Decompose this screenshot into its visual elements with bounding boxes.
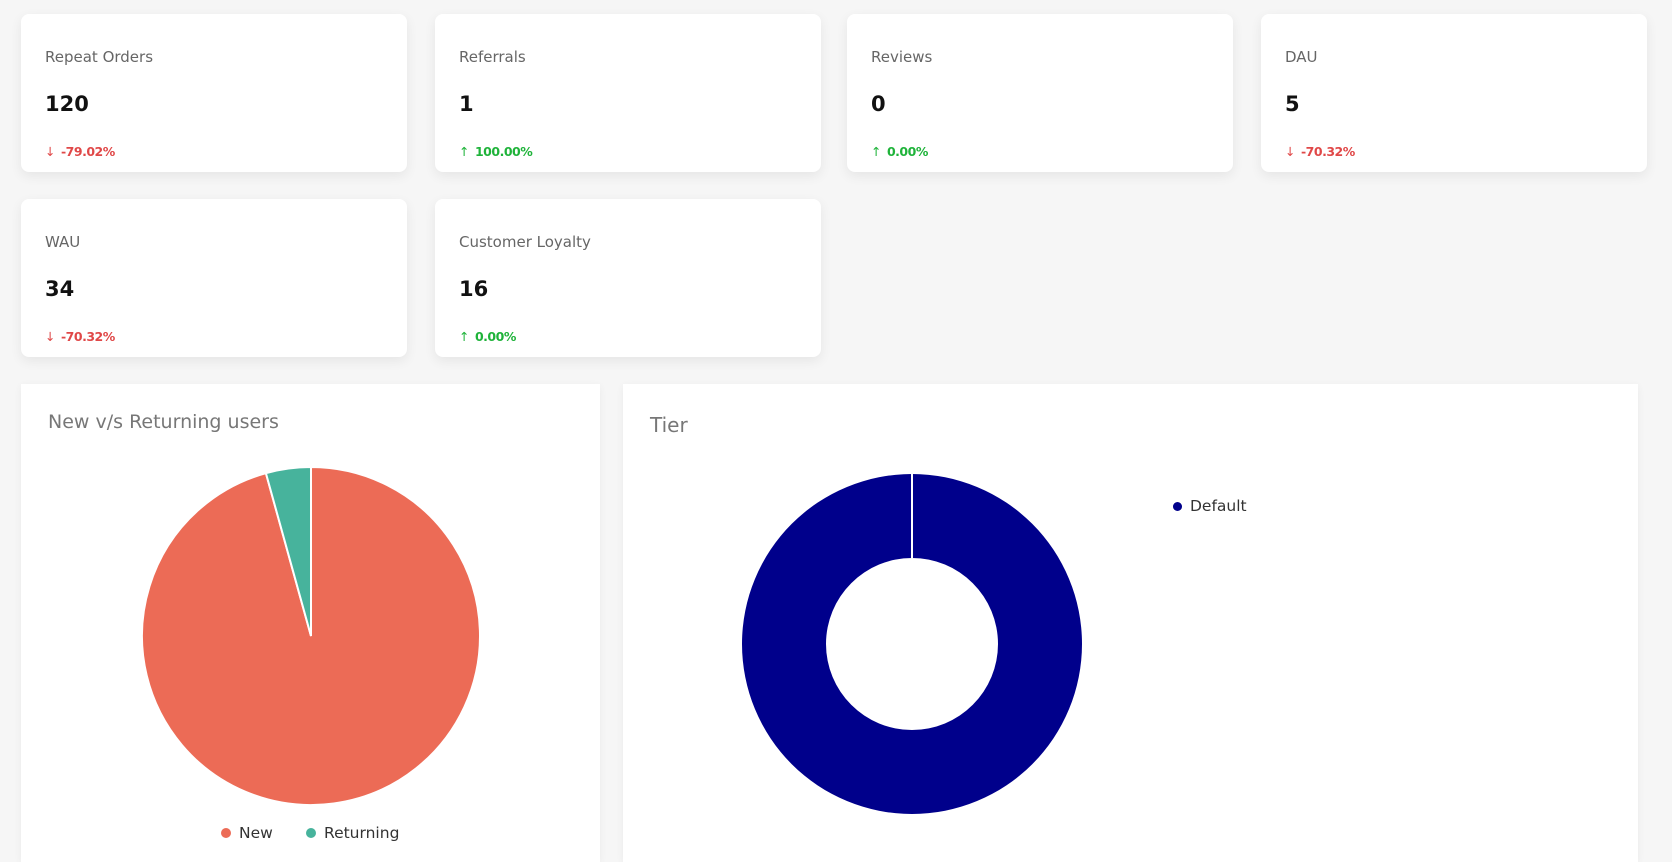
donut-chart <box>742 474 1082 814</box>
legend-dot-new <box>221 828 231 838</box>
metric-value: 0 <box>871 92 886 116</box>
tier-panel: Tier Default <box>623 384 1638 862</box>
metric-change-value: -70.32% <box>60 329 115 344</box>
arrow-up-icon: ↑ <box>459 329 469 344</box>
metric-label: Customer Loyalty <box>459 233 591 251</box>
metric-change: ↓ -70.32% <box>1285 144 1355 159</box>
legend-item-new[interactable]: New <box>221 824 273 842</box>
new-vs-returning-panel: New v/s Returning users New Returning <box>21 384 600 862</box>
slice-default[interactable] <box>742 474 1082 814</box>
metric-card-referrals: Referrals 1 ↑ 100.00% <box>435 14 821 172</box>
legend-dot-default <box>1173 501 1182 511</box>
metric-label: WAU <box>45 233 81 251</box>
legend-label: Returning <box>324 824 400 842</box>
arrow-down-icon: ↓ <box>1285 144 1295 159</box>
metric-change: ↑ 0.00% <box>459 329 516 344</box>
metric-change-value: 0.00% <box>886 144 928 159</box>
metric-card-dau: DAU 5 ↓ -70.32% <box>1261 14 1647 172</box>
metric-change: ↓ -70.32% <box>45 329 115 344</box>
metric-change: ↑ 100.00% <box>459 144 533 159</box>
legend-label: New <box>239 824 273 842</box>
metric-value: 34 <box>45 277 75 301</box>
metric-change-value: -79.02% <box>60 144 115 159</box>
metric-change-value: 0.00% <box>474 329 516 344</box>
metric-label: Reviews <box>871 48 933 66</box>
metric-value: 16 <box>459 277 489 301</box>
metric-card-wau: WAU 34 ↓ -70.32% <box>21 199 407 357</box>
metric-change-value: 100.00% <box>474 144 533 159</box>
metric-value: 5 <box>1285 92 1300 116</box>
metric-label: Repeat Orders <box>45 48 154 66</box>
chart-title: New v/s Returning users <box>48 411 279 433</box>
metric-value: 1 <box>459 92 474 116</box>
chart-title: Tier <box>650 413 688 437</box>
arrow-down-icon: ↓ <box>45 329 55 344</box>
metric-label: DAU <box>1285 48 1318 66</box>
metric-change-value: -70.32% <box>1300 144 1355 159</box>
arrow-up-icon: ↑ <box>459 144 469 159</box>
arrow-down-icon: ↓ <box>45 144 55 159</box>
pie-chart <box>141 465 481 806</box>
legend-item-default[interactable]: Default <box>1173 497 1247 515</box>
legend-item-returning[interactable]: Returning <box>306 824 399 842</box>
metric-value: 120 <box>45 92 89 116</box>
legend-label: Default <box>1190 497 1247 515</box>
arrow-up-icon: ↑ <box>871 144 881 159</box>
metric-change: ↓ -79.02% <box>45 144 115 159</box>
metric-change: ↑ 0.00% <box>871 144 928 159</box>
metric-card-reviews: Reviews 0 ↑ 0.00% <box>847 14 1233 172</box>
legend-dot-returning <box>306 828 316 838</box>
slice-returning[interactable] <box>264 465 312 637</box>
metric-card-customer-loyalty: Customer Loyalty 16 ↑ 0.00% <box>435 199 821 357</box>
metric-card-repeat-orders: Repeat Orders 120 ↓ -79.02% <box>21 14 407 172</box>
metric-label: Referrals <box>459 48 526 66</box>
